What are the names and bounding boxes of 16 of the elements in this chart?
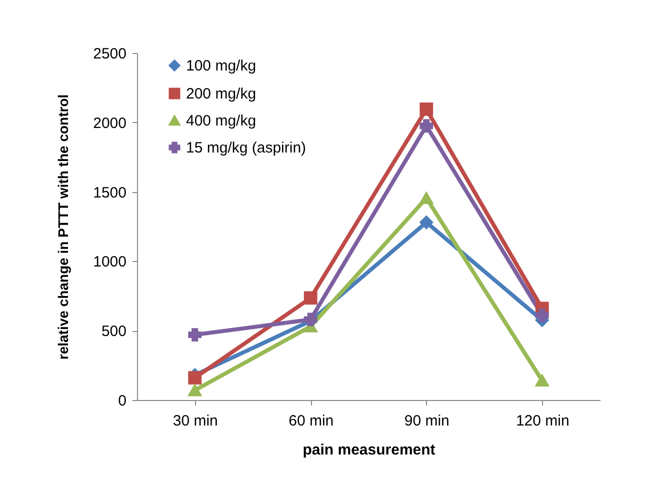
y-tick-label: 2500 bbox=[93, 46, 126, 62]
x-tick-label: 120 min bbox=[516, 412, 570, 430]
y-tick-label: 500 bbox=[101, 323, 126, 340]
legend-label: 200 mg/kg bbox=[186, 86, 256, 102]
y-axis-title: relative change in PTTT with the control bbox=[55, 94, 72, 360]
legend-label: 100 mg/kg bbox=[186, 58, 256, 74]
x-axis-title: pain measurement bbox=[302, 442, 436, 458]
legend-label: 15 mg/kg (aspirin) bbox=[186, 140, 306, 156]
y-tick-label: 2000 bbox=[93, 114, 126, 132]
y-tick-label: 1500 bbox=[93, 184, 126, 202]
legend-label: 400 mg/kg bbox=[186, 112, 256, 130]
x-tick-label: 60 min bbox=[288, 412, 334, 430]
y-tick-label: 1000 bbox=[93, 254, 126, 271]
y-tick-label: 0 bbox=[118, 392, 126, 410]
x-tick-label: 30 min bbox=[172, 412, 218, 430]
x-tick-label: 90 min bbox=[404, 412, 450, 430]
